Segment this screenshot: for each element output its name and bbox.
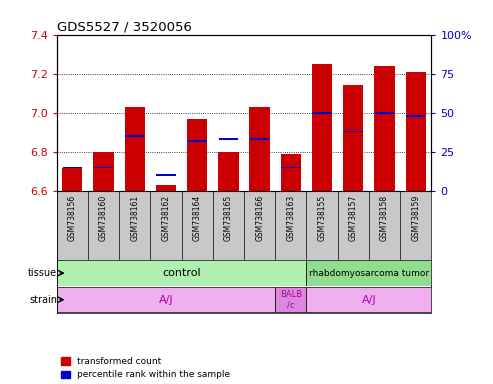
Text: GSM738166: GSM738166	[255, 194, 264, 241]
Bar	[275, 287, 307, 313]
Text: A/J: A/J	[362, 295, 376, 305]
Bar	[375, 112, 394, 114]
Text: GSM738162: GSM738162	[162, 194, 171, 240]
Text: GDS5527 / 3520056: GDS5527 / 3520056	[57, 20, 192, 33]
Text: strain: strain	[29, 295, 57, 305]
Bar	[62, 167, 82, 191]
Text: GSM738156: GSM738156	[68, 194, 77, 241]
Bar	[187, 119, 208, 191]
Bar	[281, 167, 301, 168]
Text: A/J: A/J	[159, 295, 173, 305]
Bar	[343, 85, 363, 191]
Text: GSM738163: GSM738163	[286, 194, 295, 241]
Text: GSM738158: GSM738158	[380, 194, 389, 240]
Bar	[307, 287, 431, 313]
Text: GSM738159: GSM738159	[411, 194, 420, 241]
Text: tissue: tissue	[28, 268, 57, 278]
Text: GSM738164: GSM738164	[193, 194, 202, 241]
Bar	[406, 115, 425, 117]
Bar	[281, 154, 301, 191]
Bar	[312, 64, 332, 191]
Bar	[125, 135, 144, 137]
Text: rhabdomyosarcoma tumor: rhabdomyosarcoma tumor	[309, 268, 429, 278]
Bar	[156, 174, 176, 176]
Bar	[344, 131, 363, 132]
Text: GSM738155: GSM738155	[317, 194, 326, 241]
Bar	[249, 107, 270, 191]
Bar	[374, 66, 395, 191]
Bar	[94, 167, 113, 168]
Text: BALB
/c: BALB /c	[280, 290, 302, 310]
Bar	[406, 72, 426, 191]
Bar	[187, 140, 207, 142]
Bar	[57, 287, 275, 313]
Bar	[313, 112, 332, 114]
Text: GSM738165: GSM738165	[224, 194, 233, 241]
Bar	[63, 167, 82, 168]
Text: GSM738161: GSM738161	[130, 194, 139, 240]
Legend: transformed count, percentile rank within the sample: transformed count, percentile rank withi…	[61, 357, 231, 379]
Bar	[219, 139, 238, 140]
Bar	[125, 107, 145, 191]
Bar	[57, 260, 307, 286]
Text: control: control	[162, 268, 201, 278]
Bar	[218, 152, 239, 191]
Bar	[250, 139, 269, 140]
Bar	[156, 185, 176, 191]
Text: GSM738160: GSM738160	[99, 194, 108, 241]
Bar	[93, 152, 114, 191]
Text: GSM738157: GSM738157	[349, 194, 358, 241]
Bar	[307, 260, 431, 286]
